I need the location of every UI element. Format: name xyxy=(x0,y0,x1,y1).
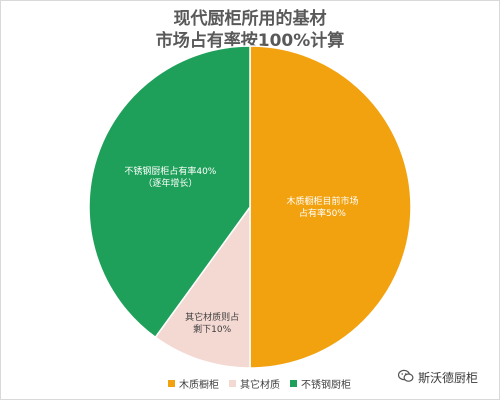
data-label-steel-line-2: （逐年增长） xyxy=(143,177,197,189)
pie-slice-wood xyxy=(249,45,412,369)
chart-title-line-1: 现代厨柜所用的基材 xyxy=(173,9,327,29)
watermark-text: 斯沃德厨柜 xyxy=(418,370,479,385)
legend-swatch-wood xyxy=(168,380,175,387)
legend-label-other: 其它材质 xyxy=(240,380,280,391)
watermark: 斯沃德厨柜 xyxy=(397,366,498,388)
legend-item-wood: 木质橱柜 xyxy=(168,376,219,391)
pie-slice-other xyxy=(154,204,251,369)
data-label-other-line-1: 其它材质则占 xyxy=(185,311,239,323)
chart-title-line-2: 市场占有率按100%计算 xyxy=(155,31,345,51)
data-label-steel-line-1: 不锈钢厨柜占有率40% xyxy=(124,165,216,177)
data-label-wood-line-2: 占有率50% xyxy=(299,207,346,219)
pie-slice-steel xyxy=(88,45,251,339)
data-label-wood-line-1: 木质橱柜目前市场 xyxy=(286,195,358,207)
legend-item-steel: 不锈钢厨柜 xyxy=(290,376,351,391)
legend-item-other: 其它材质 xyxy=(229,376,280,391)
data-label-other-line-2: 剩下10% xyxy=(193,323,231,335)
legend-label-steel: 不锈钢厨柜 xyxy=(301,380,351,391)
legend-swatch-steel xyxy=(290,380,297,387)
chart-legend: 木质橱柜 其它材质 不锈钢厨柜 xyxy=(168,376,361,391)
legend-swatch-other xyxy=(229,380,236,387)
legend-label-wood: 木质橱柜 xyxy=(179,380,219,391)
chart-title: 现代厨柜所用的基材 市场占有率按100%计算 xyxy=(0,8,500,52)
wechat-icon xyxy=(397,369,414,386)
